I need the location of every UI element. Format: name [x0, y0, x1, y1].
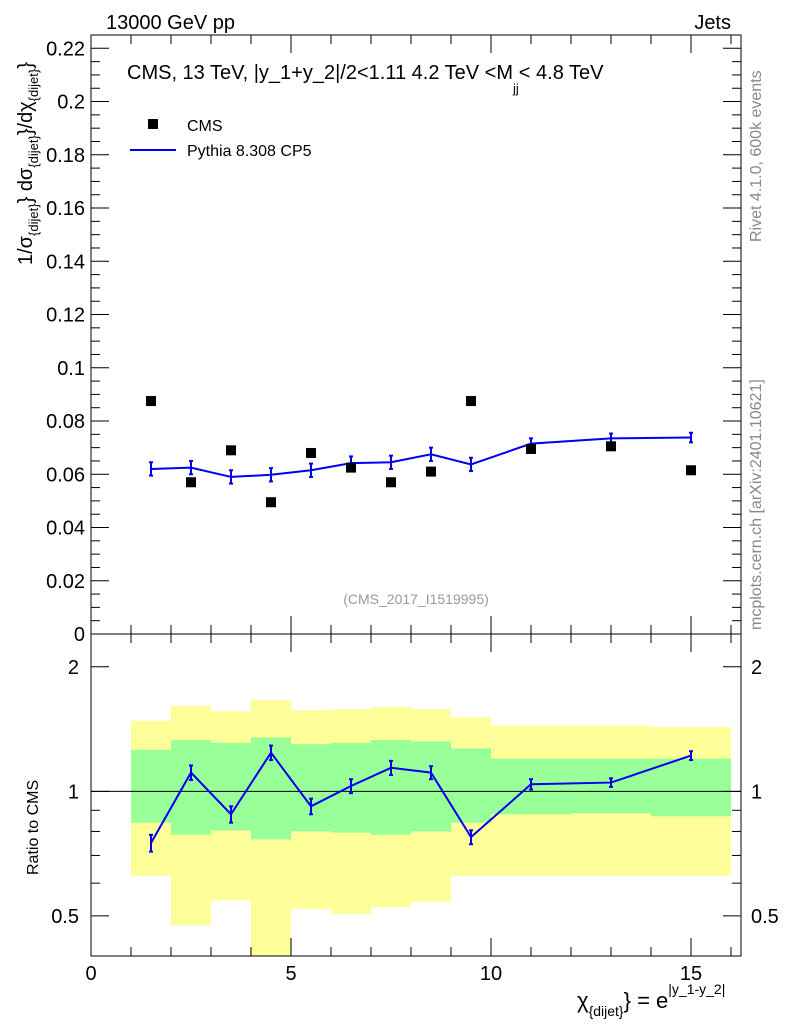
data-point — [306, 447, 316, 458]
title-text-part2: < 4.8 TeV — [519, 62, 604, 84]
y-tick-label: 0.04 — [46, 518, 85, 540]
y-tick-label: 0.08 — [46, 411, 85, 433]
ratio-line — [150, 750, 692, 844]
data-point — [686, 465, 696, 476]
inner-band-bin — [651, 758, 731, 817]
xlabel-eq: } = e — [624, 988, 669, 1013]
main-y-axis-label: 1/σ{dijet}} dσ{dijet}}/dχ{dijet}} — [15, 62, 41, 265]
data-point — [226, 445, 236, 456]
data-point — [386, 477, 396, 488]
ratio-y-axis: 0.5 0.5 1 1 2 2 — [51, 657, 779, 957]
header-beam-label: 13000 GeV pp — [106, 12, 235, 34]
legend: CMS Pythia 8.308 CP5 — [130, 118, 312, 160]
mc-line — [150, 436, 692, 478]
mcplots-info-text: mcplots.cern.ch [arXiv:2401.10621] — [748, 379, 765, 630]
ylabel-sub-1: {dijet} — [26, 203, 41, 236]
data-series — [146, 396, 696, 508]
legend-label-cms: CMS — [187, 118, 223, 135]
inner-band-bin — [411, 741, 451, 832]
y-tick-label: 0.12 — [46, 305, 85, 327]
data-point — [146, 396, 156, 407]
data-point — [426, 466, 436, 477]
ylabel-sub-3: {dijet} — [26, 68, 41, 101]
legend-label-pythia: Pythia 8.308 CP5 — [187, 143, 312, 160]
x-tick-label: 5 — [285, 963, 296, 985]
ratio-y-tick-label-right: 0.5 — [751, 906, 779, 928]
inner-band-bin — [451, 748, 491, 823]
xlabel-sub: {dijet} — [589, 1003, 624, 1019]
rivet-info-text: Rivet 4.1.0, 600k events — [748, 70, 765, 242]
y-tick-label: 0.02 — [46, 571, 85, 593]
title-subscript: jj — [512, 81, 519, 96]
ratio-y-tick-label-right: 2 — [751, 657, 762, 679]
y-tick-label: 0 — [74, 624, 85, 646]
ratio-y-tick-label: 0.5 — [51, 906, 79, 928]
data-point — [266, 497, 276, 508]
header-process-label: Jets — [694, 12, 731, 34]
y-tick-label: 0.1 — [57, 358, 85, 380]
data-point — [346, 462, 356, 473]
ylabel-part-2: } dσ — [15, 167, 37, 203]
ylabel-part-1: 1/σ — [15, 235, 37, 265]
ratio-series — [149, 744, 693, 853]
main-panel: 0 0.02 0.04 0.06 0.08 0.1 0.12 0.14 0.16 0.18 0.2 0… — [15, 34, 742, 646]
y-tick-label: 0.06 — [46, 464, 85, 486]
xlabel-sup: |y_1-y_2| — [668, 981, 725, 997]
ratio-panel: 0.5 0.5 1 1 2 2 0 5 10 15 Ratio to CMS χ{dijet}}… — [25, 633, 779, 1019]
main-y-axis: 0 0.02 0.04 0.06 0.08 0.1 0.12 0.14 0.16 0.18 0.2 0… — [46, 34, 741, 646]
y-tick-label: 0.14 — [46, 251, 85, 273]
analysis-watermark: (CMS_2017_I1519995) — [343, 591, 489, 607]
ratio-y-tick-label-right: 1 — [751, 781, 762, 803]
data-point — [526, 443, 536, 454]
x-axis-label: χ{dijet}} = e|y_1-y_2| — [577, 981, 725, 1019]
uncertainty-bands — [131, 700, 731, 956]
x-tick-label: 0 — [85, 963, 96, 985]
y-tick-label: 0.22 — [46, 38, 85, 60]
main-title: CMS, 13 TeV, |y_1+y_2|/2<1.11 4.2 TeV <M… — [127, 62, 604, 96]
x-tick-label: 15 — [680, 963, 702, 985]
ylabel-sub-2: {dijet} — [26, 135, 41, 168]
inner-band-bin — [371, 740, 411, 835]
ratio-frame — [90, 633, 742, 957]
y-tick-label: 0.2 — [57, 92, 85, 114]
data-point — [606, 441, 616, 452]
main-x-ticks — [90, 35, 732, 634]
x-tick-label: 10 — [480, 963, 502, 985]
ylabel-part-3: }/dχ — [15, 101, 37, 135]
ratio-x-axis: 0 5 10 15 — [85, 634, 732, 985]
ratio-y-tick-label: 2 — [68, 657, 79, 679]
ratio-y-tick-label: 1 — [68, 781, 79, 803]
ylabel-part-4: } — [15, 62, 37, 69]
y-tick-label: 0.16 — [46, 198, 85, 220]
mc-series — [149, 431, 693, 485]
data-point — [466, 396, 476, 407]
xlabel-chi: χ — [577, 988, 589, 1013]
ratio-y-axis-label: Ratio to CMS — [25, 780, 42, 875]
inner-band-bin — [131, 749, 171, 823]
data-point — [186, 477, 196, 488]
y-tick-label: 0.18 — [46, 145, 85, 167]
title-text-part1: CMS, 13 TeV, |y_1+y_2|/2<1.11 4.2 TeV <M — [127, 62, 513, 84]
legend-marker-cms — [148, 119, 158, 129]
